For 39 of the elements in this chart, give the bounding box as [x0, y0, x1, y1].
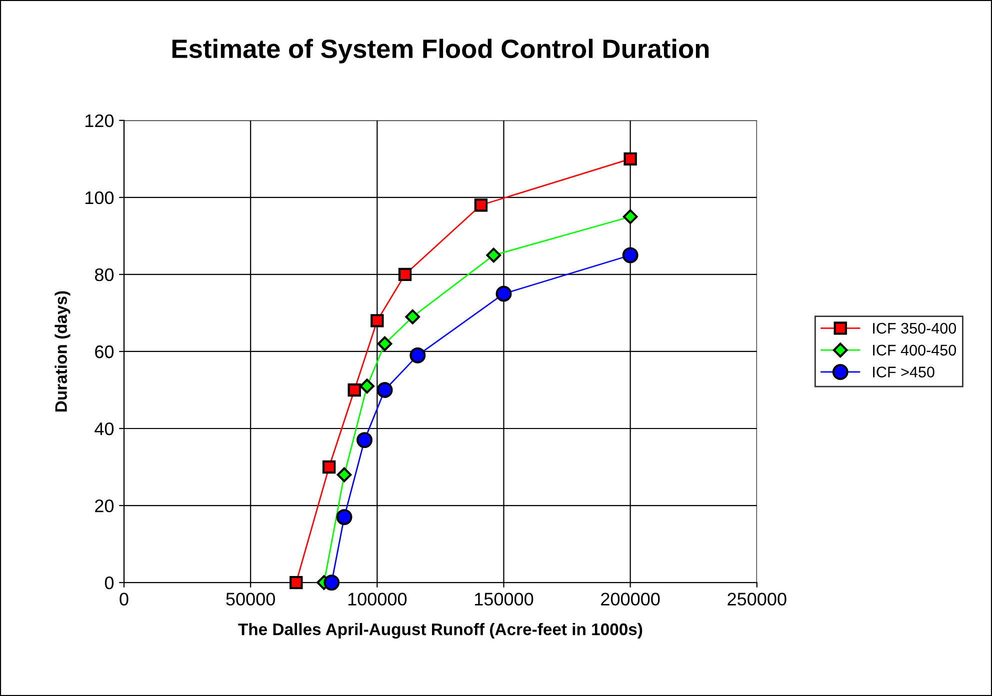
y-tick-label: 60	[95, 345, 114, 358]
point	[290, 576, 303, 590]
point	[398, 268, 412, 282]
chart-title: Estimate of System Flood Control Duration	[172, 38, 709, 64]
x-axis-title: The Dalles April-August Runoff (Acre-feet in 1000s)	[238, 622, 642, 639]
point	[360, 378, 374, 394]
y-axis-title: Duration (days)	[54, 291, 70, 412]
point	[377, 336, 392, 352]
point	[370, 314, 384, 328]
point	[486, 248, 502, 263]
point	[622, 247, 638, 264]
y-tick-label: 80	[94, 268, 114, 282]
y-tick-label: 20	[95, 499, 114, 512]
point	[474, 198, 488, 212]
x-tick-label: 50000	[226, 592, 275, 606]
point	[624, 152, 637, 166]
y-tick-label: 120	[86, 114, 114, 128]
legend-label: ICF 400-450	[873, 344, 956, 356]
point	[348, 383, 361, 397]
point	[356, 432, 372, 448]
point	[322, 460, 336, 474]
point	[376, 382, 393, 398]
point	[336, 467, 352, 482]
x-tick-label: 150000	[474, 592, 534, 606]
point	[336, 509, 352, 526]
point	[410, 347, 426, 364]
x-tick-label: 250000	[728, 592, 786, 606]
point	[496, 286, 512, 302]
point	[622, 209, 638, 224]
x-tick-label: 200000	[601, 592, 660, 606]
y-tick-label: 100	[86, 191, 114, 204]
x-tick-label: 100000	[348, 592, 407, 606]
legend-label: ICF 350-400	[873, 322, 956, 334]
y-tick-label: 0	[104, 576, 114, 590]
point	[324, 574, 340, 591]
x-tick-label: 0	[120, 592, 128, 606]
point	[405, 309, 420, 324]
y-tick-label: 40	[94, 422, 114, 436]
legend-label: ICF >450	[873, 366, 934, 378]
